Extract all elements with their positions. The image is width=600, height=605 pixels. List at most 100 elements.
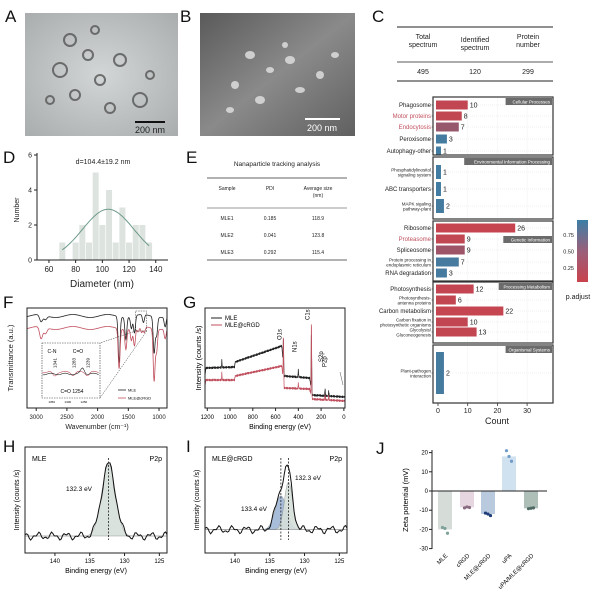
- bar-value-label: 9: [467, 248, 471, 255]
- chart-title: d=104.4±19.2 nm: [76, 159, 131, 166]
- category-label: Endocytosis: [399, 125, 431, 131]
- category-label: Protein processing in endoplasmic reticul…: [386, 258, 431, 268]
- panel-frame: [432, 344, 554, 404]
- category-header-box: [503, 236, 552, 243]
- category-header-box: [505, 98, 552, 105]
- bar: [436, 100, 468, 110]
- bar: [436, 257, 459, 267]
- y-axis-title: Intensity (counts /s): [194, 470, 201, 531]
- category-label-line: antenna proteins: [397, 301, 431, 306]
- fitted-component: [25, 463, 167, 537]
- data-point: [504, 449, 509, 453]
- y-axis-title: Number: [14, 197, 21, 223]
- category-label: Spliceosome: [397, 248, 432, 254]
- sample-label: MLE@cRGD: [212, 456, 253, 463]
- x-axis-title: Binding energy (eV): [249, 424, 311, 431]
- x-tick-label: 10: [464, 408, 472, 415]
- panel-label-d: D: [3, 148, 15, 167]
- category-label: Phagosome: [399, 103, 432, 109]
- legend-label: MLE@cRGD: [225, 323, 260, 329]
- data-point: [529, 506, 533, 510]
- data-point: [488, 513, 493, 518]
- inset-tick-label: 1250: [81, 400, 88, 404]
- category-label: uPA: [501, 553, 513, 565]
- annotation-wavenumber: 1283: [71, 357, 76, 368]
- bar: [436, 245, 465, 255]
- category-label-line: Phagosome: [399, 103, 432, 109]
- x-axis-title: Count: [485, 416, 510, 426]
- fitted-component: [205, 481, 347, 530]
- category-label: Photosynthesis-antenna proteins: [397, 296, 431, 306]
- enrichment-group: Environmental Information Processing 1 Pho…: [385, 156, 554, 220]
- category-label-line: Gluconeogenesis: [396, 333, 432, 338]
- x-tick-label: 2000: [91, 415, 105, 421]
- category-label: Carbon fixation in photosynthetic organis…: [380, 318, 432, 328]
- category-label-line: signaling system: [398, 173, 432, 178]
- category-label: Carbon metabolism: [379, 309, 431, 315]
- legend-label: MLE: [128, 388, 137, 393]
- category-header: Processing Metabolism: [503, 285, 550, 290]
- x-tick-label: 200: [316, 415, 327, 421]
- data-point: [531, 506, 536, 510]
- x-tick-label: 60: [44, 265, 53, 274]
- category-label: ABC transporters: [385, 187, 431, 193]
- histogram-bar: [106, 190, 113, 260]
- sem-particles: [226, 42, 339, 113]
- bar: [436, 146, 441, 156]
- xps-p2p-mle-chart: 140 135 130 125 Binding energy (eV) Intensity…: [14, 446, 168, 575]
- series-line: [204, 324, 346, 403]
- cell-pdi: 0.292: [264, 250, 277, 256]
- bar-value-label: 22: [505, 309, 513, 316]
- value-identified-spectrum: 120: [469, 69, 481, 76]
- cell-pdi: 0.041: [264, 233, 277, 239]
- vesicle-particles: [45, 25, 155, 114]
- peak-label: S2p: [319, 351, 325, 362]
- category-label-line: Phosphatidylinositol: [391, 168, 431, 173]
- category-label-line: Photosynthesis: [390, 287, 431, 293]
- bar: [438, 491, 452, 530]
- header-pdi: PDI: [266, 186, 274, 192]
- region-label: P2p: [330, 456, 343, 463]
- sample-label: MLE: [32, 456, 47, 463]
- bar-value-label: 1: [443, 170, 447, 177]
- category-label-line: Protein processing in: [389, 258, 432, 263]
- series-line-mle-crgd: [27, 326, 168, 382]
- category-label-line: Autophagy-other: [387, 149, 431, 155]
- enrichment-group: Genetic Information 26 Ribosome 9 Proteasome…: [385, 220, 554, 282]
- bar-value-label: 7: [461, 260, 465, 267]
- bar: [436, 223, 516, 233]
- x-axis-title: Binding energy (eV): [65, 568, 127, 575]
- category-label-line: pathway-plant: [403, 207, 432, 212]
- cell-size: 118.9: [312, 216, 324, 222]
- sem-micrograph: 200 nm: [200, 13, 355, 136]
- category-label-line: Carbon fixation in: [396, 318, 432, 323]
- bar: [436, 284, 474, 294]
- category-label: Motor proteins: [393, 114, 431, 120]
- colorbar-title: p.adjust: [566, 294, 591, 301]
- plot-frame: [204, 446, 348, 554]
- y-tick-label: -20: [419, 527, 428, 533]
- cell-pdi: 0.185: [264, 216, 277, 222]
- x-axis-title: Wavenumber (cm⁻¹): [65, 424, 128, 431]
- header-sample: Sample: [219, 186, 236, 192]
- series-line: [204, 334, 346, 399]
- x-axis-title: Binding energy (eV): [245, 568, 307, 575]
- cell-sample: MLE2: [220, 233, 233, 239]
- legend-label: MLE: [225, 316, 237, 322]
- annotation-co: C=O: [73, 349, 84, 355]
- peak-energy-label: 132.3 eV: [295, 475, 322, 482]
- y-tick-label: -10: [419, 508, 428, 514]
- nta-title: Nanaparticle tracking analysis: [234, 161, 321, 168]
- fitted-component: [205, 495, 347, 530]
- category-header-box: [498, 283, 552, 290]
- bar: [436, 111, 462, 121]
- bar-value-label: 6: [458, 298, 462, 305]
- category-label-line: Carbon metabolism: [379, 309, 431, 315]
- bar-value-label: 12: [476, 287, 484, 294]
- x-tick-label: 125: [154, 559, 165, 565]
- x-tick-label: 140: [50, 559, 61, 565]
- colorbar-tick-label: 0.50: [563, 250, 574, 256]
- category-label-line: Ribosome: [404, 226, 432, 232]
- ftir-chart: 3000 2500 2000 1500 1000 Wavenumber (cm⁻¹) Tra…: [6, 307, 168, 431]
